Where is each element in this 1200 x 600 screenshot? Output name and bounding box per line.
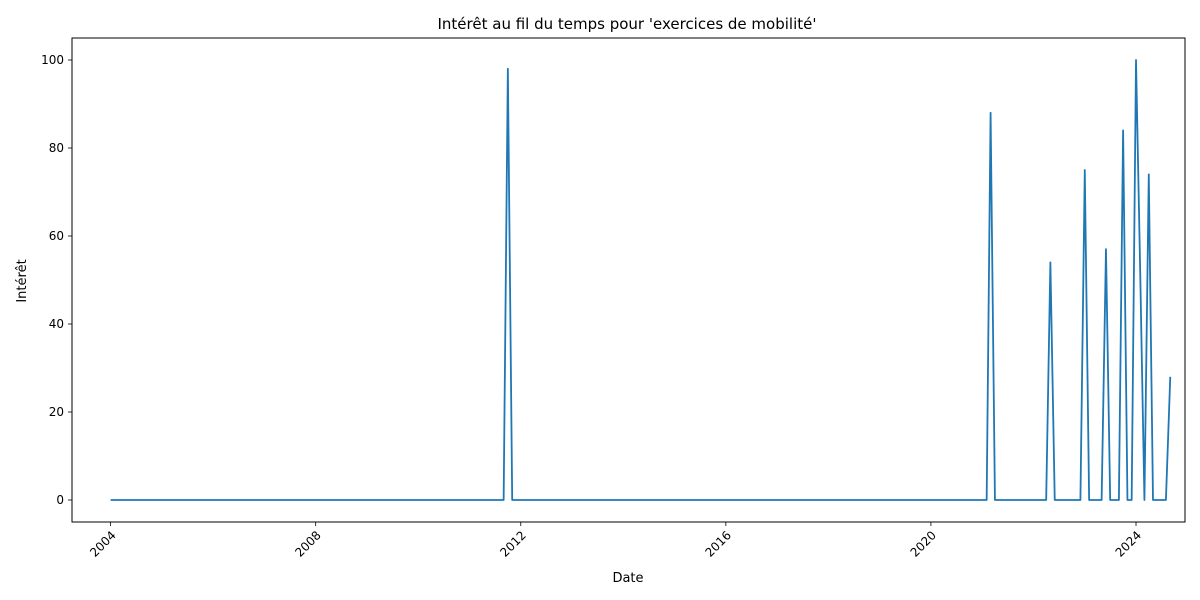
x-tick-label: 2012	[497, 528, 528, 559]
x-tick-label: 2020	[908, 528, 939, 559]
series-layer	[110, 59, 1172, 501]
x-tick-label: 2016	[702, 528, 733, 559]
y-axis-label: Intérêt	[15, 259, 30, 302]
series-line	[110, 59, 1172, 501]
y-tick-label: 40	[49, 317, 64, 331]
x-axis-label: Date	[612, 571, 643, 586]
y-axis-ticks: 0 20 40 60 80 100	[41, 53, 72, 507]
x-tick-label: 2024	[1113, 528, 1144, 559]
x-tick-label: 2004	[87, 528, 118, 559]
chart-title: Intérêt au fil du temps pour 'exercices …	[438, 15, 817, 33]
x-axis-ticks: 2004 2008 2012 2016 2020 2024	[87, 522, 1144, 560]
plot-area-frame	[71, 37, 1186, 523]
y-tick-label: 100	[41, 53, 64, 67]
y-tick-label: 60	[49, 229, 64, 243]
y-tick-label: 80	[49, 141, 64, 155]
y-tick-label: 20	[49, 405, 64, 419]
y-tick-label: 0	[56, 493, 64, 507]
x-tick-label: 2008	[292, 528, 323, 559]
